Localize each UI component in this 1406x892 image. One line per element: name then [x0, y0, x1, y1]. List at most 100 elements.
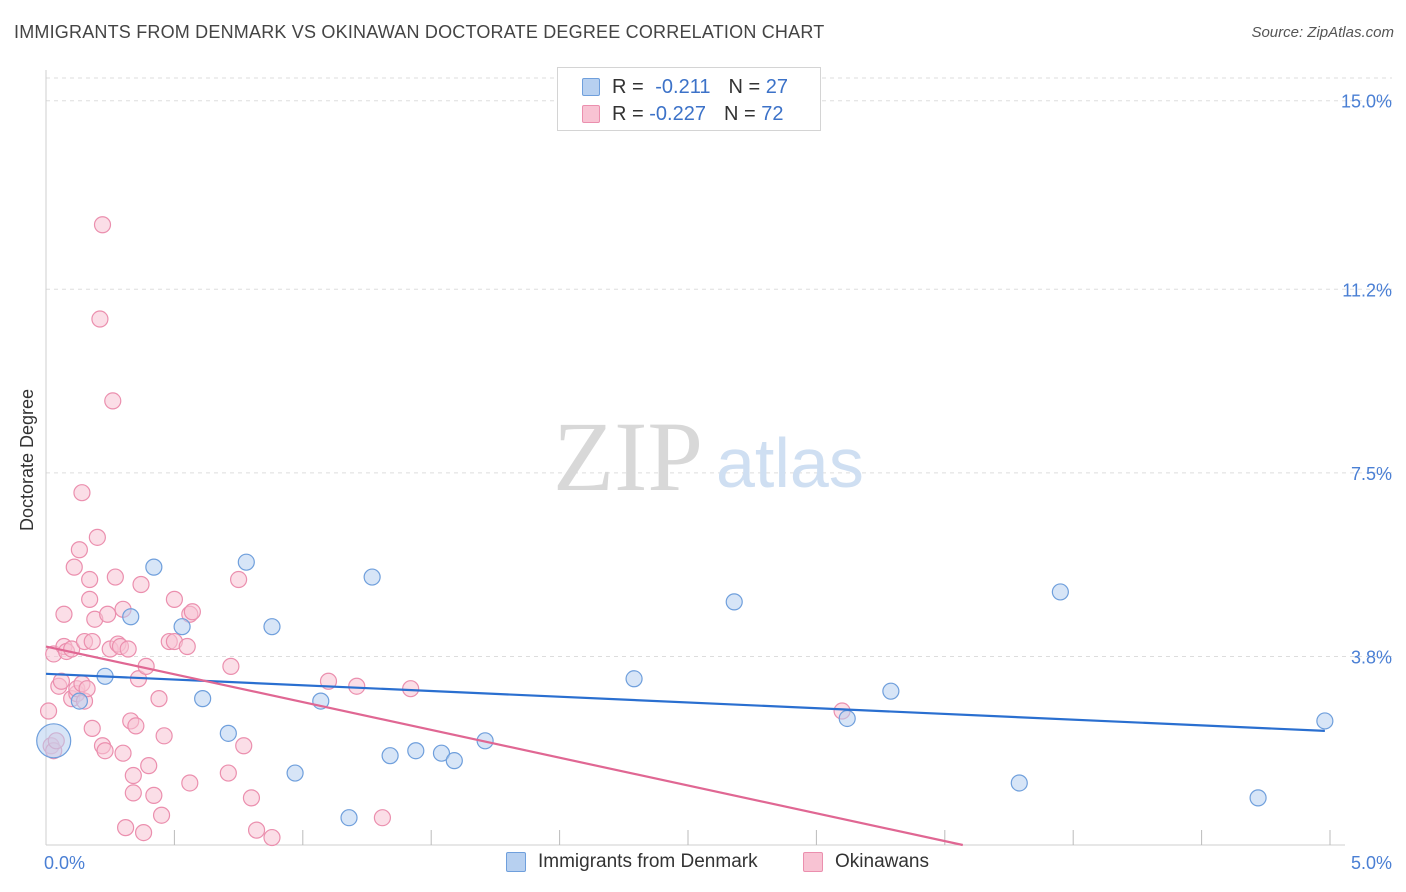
legend-label-denmark: Immigrants from Denmark [538, 851, 758, 872]
okinawans-point [65, 558, 83, 576]
y-axis-label: Doctorate Degree [17, 389, 37, 531]
chart-title: IMMIGRANTS FROM DENMARK VS OKINAWAN DOCT… [14, 22, 825, 42]
okinawans-point [114, 744, 132, 762]
legend-n-value: 72 [761, 102, 784, 125]
y-tick-label: 3.8% [1351, 647, 1392, 667]
okinawans-points [39, 216, 851, 847]
y-tick-label: 7.5% [1351, 464, 1392, 484]
okinawans-point [81, 570, 99, 589]
denmark-point [882, 682, 900, 700]
x-tick-label-max: 5.0% [1351, 853, 1392, 873]
okinawans-point [183, 603, 201, 621]
okinawans-point [91, 310, 109, 328]
denmark-point [838, 709, 856, 728]
denmark-point [432, 744, 451, 762]
legend-n-value: 27 [765, 75, 788, 98]
denmark-point [1316, 712, 1334, 730]
denmark-point [725, 593, 743, 611]
okinawans-point [165, 590, 183, 608]
denmark-point [1051, 583, 1069, 601]
legend-r-label: R = [612, 102, 650, 125]
okinawans-point [235, 737, 253, 755]
denmark-point [1249, 789, 1267, 807]
okinawans-point [83, 719, 101, 737]
okinawans-point [106, 568, 124, 586]
okinawans-point [150, 690, 168, 708]
okinawans-point [152, 806, 171, 824]
okinawans-point [78, 680, 96, 698]
okinawans-point [104, 392, 122, 410]
okinawans-point [263, 828, 281, 847]
okinawans-point [52, 672, 71, 690]
legend-swatch-blue [582, 78, 600, 96]
watermark-zip: ZIP [553, 401, 703, 512]
okinawans-point [124, 784, 142, 802]
watermark: ZIP atlas [553, 401, 864, 512]
okinawans-trend-line [45, 645, 964, 847]
correlation-legend: R = -0.211 N = 27 R = -0.227 N = 72 [557, 67, 821, 131]
okinawans-point [373, 809, 392, 827]
denmark-trend-line [45, 672, 1325, 732]
legend-swatch-pink [582, 105, 600, 123]
okinawans-point [117, 819, 135, 837]
legend-item-denmark[interactable]: Immigrants from Denmark [506, 851, 758, 873]
legend-n-label: N = [723, 102, 762, 125]
legend-r-value: -0.227 [649, 102, 706, 125]
okinawans-point [242, 789, 261, 807]
okinawans-point [70, 541, 88, 559]
legend-n-label: N = [728, 75, 766, 98]
okinawans-point [73, 484, 91, 502]
okinawans-point [124, 766, 142, 785]
denmark-point [145, 558, 163, 576]
denmark-point [173, 618, 191, 636]
okinawans-point [81, 590, 99, 608]
denmark-point [1010, 774, 1028, 792]
okinawans-point [348, 677, 366, 695]
okinawans-point [88, 528, 106, 546]
source-credit: Source: ZipAtlas.com [1251, 24, 1394, 41]
okinawans-point [132, 575, 150, 594]
denmark-point [445, 752, 463, 770]
denmark-point [363, 568, 381, 586]
legend-swatch-okinawans [803, 852, 823, 872]
okinawans-point [83, 632, 101, 651]
series-legend: Immigrants from Denmark Okinawans [0, 851, 1406, 877]
denmark-point [122, 608, 140, 626]
okinawans-point [140, 757, 158, 775]
okinawans-point [99, 605, 117, 623]
okinawans-point [127, 717, 145, 735]
denmark-point [407, 742, 425, 760]
okinawans-point [96, 742, 114, 760]
okinawans-point [178, 637, 196, 656]
okinawans-point [230, 570, 248, 589]
denmark-points [36, 553, 1334, 827]
okinawans-point [155, 727, 173, 745]
denmark-point [381, 747, 399, 765]
okinawans-point [247, 821, 266, 839]
x-tick-label-min: 0.0% [44, 853, 85, 873]
okinawans-point [134, 823, 153, 842]
watermark-atlas: atlas [716, 424, 864, 502]
legend-r-value: -0.211 [655, 75, 711, 98]
denmark-point [194, 690, 212, 708]
legend-label-okinawans: Okinawans [835, 851, 929, 872]
okinawans-point [39, 702, 58, 720]
y-tick-labels: 3.8% 7.5% 11.2% 15.0% [1341, 92, 1392, 668]
denmark-point [625, 670, 643, 688]
denmark-point [237, 553, 255, 571]
okinawans-point [55, 605, 73, 623]
y-tick-label: 11.2% [1342, 280, 1392, 300]
denmark-point [263, 618, 281, 636]
okinawans-point [181, 774, 199, 792]
denmark-point [286, 764, 304, 782]
okinawans-point [119, 640, 137, 658]
legend-r-label: R = [612, 75, 650, 98]
legend-swatch-denmark [506, 852, 526, 872]
denmark-point [340, 809, 358, 827]
denmark-point [36, 723, 72, 759]
legend-item-okinawans[interactable]: Okinawans [803, 851, 929, 873]
okinawans-point [402, 680, 420, 698]
okinawans-point [222, 657, 240, 675]
okinawans-point [93, 216, 112, 234]
